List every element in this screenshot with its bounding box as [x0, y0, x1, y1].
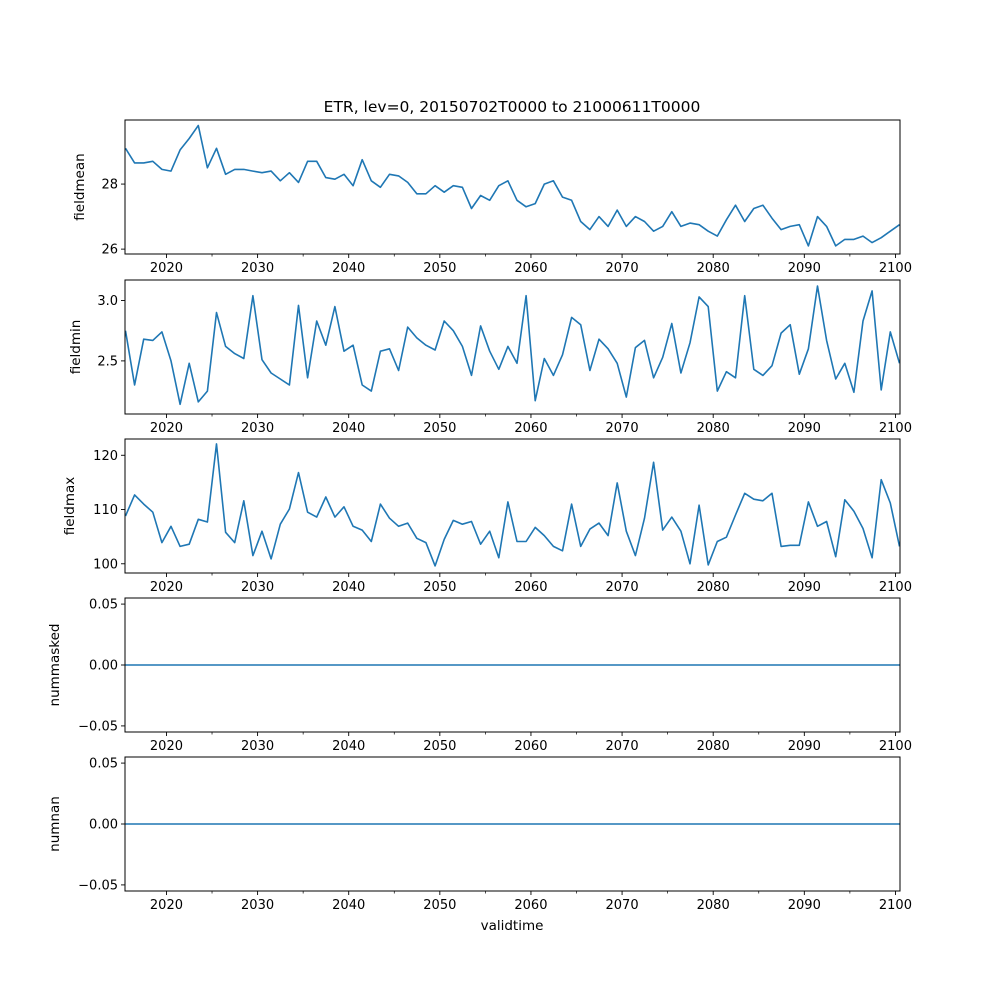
x-tick-label: 2030	[241, 739, 274, 754]
axes-frame	[124, 119, 901, 255]
y-tick-label: −0.05	[78, 719, 118, 734]
x-tick-label: 2080	[697, 421, 730, 436]
panel-nummasked: 2020 2030 2040 2050 2060 2070 2080 2090 2100 −0.0…	[47, 597, 912, 754]
x-tick-label: 2040	[332, 739, 365, 754]
y-axis-label: nummasked	[47, 624, 63, 707]
panel-fieldmean: 2020 2030 2040 2050 2060 2070 2080 2090 2100 26 28…	[72, 119, 912, 276]
x-tick-label: 2080	[697, 898, 730, 913]
axes-frame	[124, 438, 901, 574]
x-axis-label: validtime	[481, 918, 544, 934]
chart-title: ETR, lev=0, 20150702T0000 to 21000611T00…	[324, 98, 701, 116]
x-tick-label: 2100	[879, 421, 912, 436]
x-tick-label: 2050	[423, 261, 456, 276]
y-axis-label: numnan	[47, 796, 63, 852]
x-tick-label: 2090	[788, 261, 821, 276]
x-tick-label: 2020	[150, 421, 183, 436]
x-tick-label: 2100	[879, 580, 912, 595]
series-line-fieldmax	[125, 443, 900, 567]
y-tick-label: 0.05	[89, 757, 118, 772]
x-tick-label: 2100	[879, 261, 912, 276]
x-tick-label: 2100	[879, 898, 912, 913]
x-tick-label: 2080	[697, 261, 730, 276]
y-tick-label: 110	[93, 503, 118, 518]
x-tick-label: 2020	[150, 739, 183, 754]
panel-fieldmin: 2020 2030 2040 2050 2060 2070 2080 2090 2100 2.5 3…	[68, 279, 912, 436]
x-tick-label: 2050	[423, 739, 456, 754]
y-tick-label: 26	[101, 243, 118, 258]
x-tick-label: 2070	[606, 898, 639, 913]
panel-numnan: 2020 2030 2040 2050 2060 2070 2080 2090 2100 −0.0…	[47, 756, 912, 913]
x-tick-label: 2040	[332, 580, 365, 595]
y-tick-label: 0.00	[89, 659, 118, 674]
x-tick-label: 2020	[150, 261, 183, 276]
y-tick-label: −0.05	[78, 878, 118, 893]
y-tick-label: 0.05	[89, 598, 118, 613]
x-tick-label: 2080	[697, 580, 730, 595]
x-tick-label: 2060	[514, 421, 547, 436]
x-tick-label: 2050	[423, 898, 456, 913]
x-tick-label: 2040	[332, 898, 365, 913]
x-tick-label: 2040	[332, 261, 365, 276]
series-line-fieldmin	[125, 285, 900, 406]
x-tick-label: 2090	[788, 580, 821, 595]
x-tick-label: 2030	[241, 261, 274, 276]
x-tick-label: 2060	[514, 261, 547, 276]
y-tick-label: 100	[93, 557, 118, 572]
x-tick-label: 2040	[332, 421, 365, 436]
x-tick-label: 2090	[788, 898, 821, 913]
x-tick-label: 2020	[150, 580, 183, 595]
y-axis-label: fieldmean	[72, 153, 88, 220]
x-tick-label: 2060	[514, 898, 547, 913]
y-tick-label: 28	[101, 178, 118, 193]
x-tick-label: 2080	[697, 739, 730, 754]
y-axis-label: fieldmin	[68, 320, 84, 375]
axes-frame	[124, 279, 901, 415]
x-tick-label: 2060	[514, 739, 547, 754]
y-tick-label: 0.00	[89, 818, 118, 833]
panel-fieldmax: 2020 2030 2040 2050 2060 2070 2080 2090 2100 100 1…	[62, 438, 912, 595]
x-tick-label: 2030	[241, 898, 274, 913]
x-tick-label: 2070	[606, 261, 639, 276]
x-tick-label: 2030	[241, 580, 274, 595]
x-tick-label: 2020	[150, 898, 183, 913]
x-tick-label: 2070	[606, 421, 639, 436]
x-tick-label: 2070	[606, 739, 639, 754]
y-tick-label: 120	[93, 449, 118, 464]
series-line-fieldmean	[125, 124, 900, 247]
x-tick-label: 2090	[788, 421, 821, 436]
x-tick-label: 2050	[423, 421, 456, 436]
x-tick-label: 2050	[423, 580, 456, 595]
y-tick-label: 3.0	[97, 294, 118, 309]
x-tick-label: 2090	[788, 739, 821, 754]
x-tick-label: 2030	[241, 421, 274, 436]
y-tick-label: 2.5	[97, 354, 118, 369]
x-tick-label: 2060	[514, 580, 547, 595]
x-tick-label: 2100	[879, 739, 912, 754]
x-tick-label: 2070	[606, 580, 639, 595]
y-axis-label: fieldmax	[62, 477, 78, 536]
